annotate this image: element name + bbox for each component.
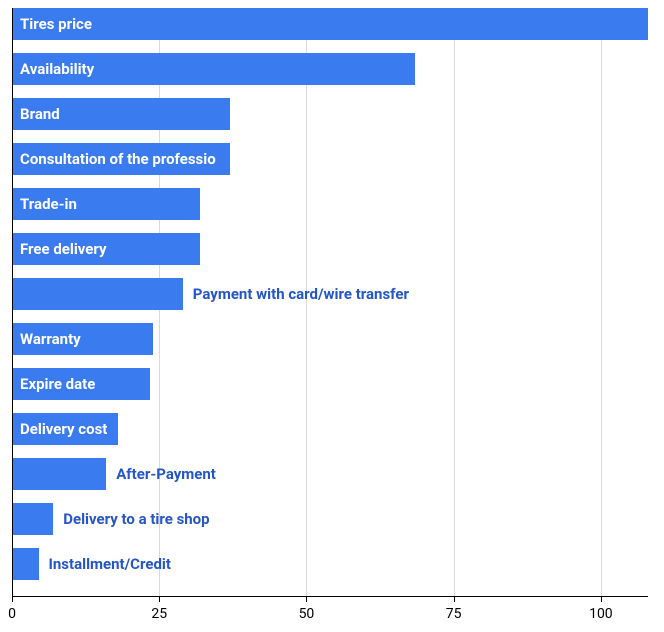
chart-container: Tires price Availability Brand Consultation…: [0, 0, 664, 632]
x-tick: [159, 596, 160, 602]
x-tick-label: 25: [151, 606, 167, 622]
bar-row: Delivery to a tire shop: [12, 503, 648, 535]
bar-label: Consultation of the professio: [20, 150, 216, 168]
bar-label: Installment/Credit: [49, 555, 171, 573]
bar-row: Trade-in: [12, 188, 648, 220]
bar: [12, 548, 39, 580]
bar-row: Brand: [12, 98, 648, 130]
bar-label: Free delivery: [20, 240, 107, 258]
x-tick-label: 75: [446, 606, 462, 622]
x-tick: [454, 596, 455, 602]
bar-row: Payment with card/wire transfer: [12, 278, 648, 310]
x-tick: [601, 596, 602, 602]
bar-label: Tires price: [20, 15, 92, 33]
bar-row: After-Payment: [12, 458, 648, 490]
x-tick-label: 0: [8, 606, 16, 622]
bar-label: Payment with card/wire transfer: [193, 285, 409, 303]
bar-label: Warranty: [20, 330, 81, 348]
x-axis-line: [12, 596, 648, 597]
bar: [12, 503, 53, 535]
bar-label: Delivery to a tire shop: [63, 510, 209, 528]
bar-row: Delivery cost: [12, 413, 648, 445]
bar-row: Warranty: [12, 323, 648, 355]
bar-row: Free delivery: [12, 233, 648, 265]
bar-row: Availability: [12, 53, 648, 85]
x-tick-label: 100: [589, 606, 613, 622]
bar-label: After-Payment: [116, 465, 216, 483]
bar-row: Consultation of the professio: [12, 143, 648, 175]
bar-row: Tires price: [12, 8, 648, 40]
x-tick: [12, 596, 13, 602]
bar-label: Availability: [20, 60, 94, 78]
y-axis-line: [12, 8, 13, 596]
bar-label: Trade-in: [20, 195, 77, 213]
bar-row: Installment/Credit: [12, 548, 648, 580]
bar: [12, 458, 106, 490]
plot-area: Tires price Availability Brand Consultation…: [12, 8, 648, 596]
x-tick: [306, 596, 307, 602]
bar: [12, 278, 183, 310]
bar-row: Expire date: [12, 368, 648, 400]
bar-label: Expire date: [20, 375, 95, 393]
bar: [12, 8, 648, 40]
bar-label: Brand: [20, 105, 60, 123]
x-tick-label: 50: [299, 606, 315, 622]
bar-label: Delivery cost: [20, 420, 107, 438]
